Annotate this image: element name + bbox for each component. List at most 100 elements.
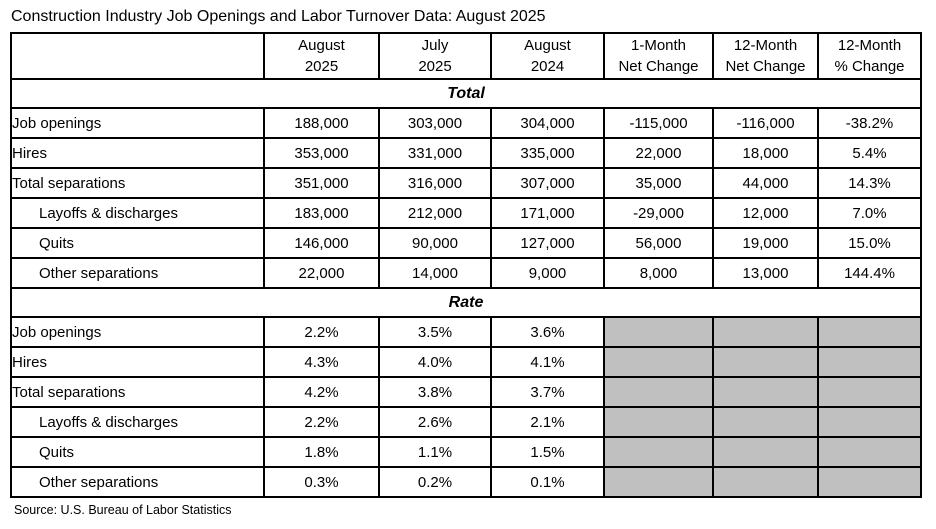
empty-shaded-cell [712,406,819,439]
value-cell: 303,000 [378,107,492,140]
value-cell: 18,000 [712,137,819,170]
value-cell: 3.5% [378,316,492,349]
row-label: Layoffs & discharges [10,406,265,439]
value-cell: 9,000 [490,257,605,290]
value-cell: 0.2% [378,466,492,499]
empty-shaded-cell [603,436,714,469]
value-cell: 15.0% [817,227,922,260]
value-cell: 13,000 [712,257,819,290]
empty-shaded-cell [712,316,819,349]
value-cell: 3.8% [378,376,492,409]
page: Construction Industry Job Openings and L… [10,8,922,518]
value-cell: 2.2% [263,316,380,349]
value-cell: 183,000 [263,197,380,230]
table-row: Job openings 2.2% 3.5% 3.6% [10,316,922,349]
empty-shaded-cell [817,316,922,349]
value-cell: -115,000 [603,107,714,140]
value-cell: -116,000 [712,107,819,140]
row-label: Quits [10,227,265,260]
value-cell: 316,000 [378,167,492,200]
section-header-total: Total [10,78,922,110]
table-row: Quits 1.8% 1.1% 1.5% [10,436,922,469]
section-header-row: Rate [10,287,922,319]
value-cell: 0.3% [263,466,380,499]
value-cell: 1.8% [263,436,380,469]
column-header: 12-Month Net Change [712,32,819,81]
column-header: August 2025 [263,32,380,81]
jolts-data-table: August 2025 July 2025 August 2024 1-Month N… [10,32,922,499]
section-header-row: Total [10,78,922,110]
value-cell: -38.2% [817,107,922,140]
empty-shaded-cell [712,346,819,379]
row-label: Job openings [10,107,265,140]
row-label: Layoffs & discharges [10,197,265,230]
column-header: August 2024 [490,32,605,81]
value-cell: 4.3% [263,346,380,379]
value-cell: 0.1% [490,466,605,499]
value-cell: 4.1% [490,346,605,379]
table-row: Job openings 188,000 303,000 304,000 -115,00… [10,107,922,140]
empty-shaded-cell [603,346,714,379]
value-cell: 351,000 [263,167,380,200]
empty-shaded-cell [817,436,922,469]
table-row: Hires 353,000 331,000 335,000 22,000 18,000 5.… [10,137,922,170]
value-cell: 35,000 [603,167,714,200]
table-row: Total separations 351,000 316,000 307,000 35… [10,167,922,200]
row-label: Total separations [10,167,265,200]
column-header: 12-Month % Change [817,32,922,81]
value-cell: 90,000 [378,227,492,260]
row-label: Quits [10,436,265,469]
table-body: Total Job openings 188,000 303,000 304,000 -1… [10,78,922,499]
value-cell: 19,000 [712,227,819,260]
value-cell: 44,000 [712,167,819,200]
table-row: Hires 4.3% 4.0% 4.1% [10,346,922,379]
column-header: July 2025 [378,32,492,81]
value-cell: -29,000 [603,197,714,230]
value-cell: 212,000 [378,197,492,230]
row-label-column-header [10,32,265,81]
empty-shaded-cell [712,376,819,409]
value-cell: 2.2% [263,406,380,439]
value-cell: 335,000 [490,137,605,170]
value-cell: 1.1% [378,436,492,469]
empty-shaded-cell [603,406,714,439]
value-cell: 4.2% [263,376,380,409]
row-label: Other separations [10,466,265,499]
empty-shaded-cell [817,466,922,499]
row-label: Other separations [10,257,265,290]
row-label: Total separations [10,376,265,409]
value-cell: 2.6% [378,406,492,439]
empty-shaded-cell [603,316,714,349]
value-cell: 331,000 [378,137,492,170]
table-row: Layoffs & discharges 2.2% 2.6% 2.1% [10,406,922,439]
value-cell: 1.5% [490,436,605,469]
row-label: Hires [10,346,265,379]
value-cell: 22,000 [263,257,380,290]
value-cell: 146,000 [263,227,380,260]
row-label: Job openings [10,316,265,349]
section-header-rate: Rate [10,287,922,319]
value-cell: 3.7% [490,376,605,409]
value-cell: 307,000 [490,167,605,200]
value-cell: 14.3% [817,167,922,200]
value-cell: 7.0% [817,197,922,230]
value-cell: 5.4% [817,137,922,170]
value-cell: 2.1% [490,406,605,439]
table-row: Quits 146,000 90,000 127,000 56,000 19,000 15.… [10,227,922,260]
value-cell: 12,000 [712,197,819,230]
value-cell: 14,000 [378,257,492,290]
value-cell: 22,000 [603,137,714,170]
value-cell: 144.4% [817,257,922,290]
value-cell: 304,000 [490,107,605,140]
value-cell: 171,000 [490,197,605,230]
table-row: Other separations 0.3% 0.2% 0.1% [10,466,922,499]
empty-shaded-cell [603,466,714,499]
source-note: Source: U.S. Bureau of Labor Statistics [14,503,232,518]
value-cell: 353,000 [263,137,380,170]
table-header: August 2025 July 2025 August 2024 1-Month N… [10,32,922,81]
header-row: August 2025 July 2025 August 2024 1-Month N… [10,32,922,81]
empty-shaded-cell [603,376,714,409]
value-cell: 127,000 [490,227,605,260]
value-cell: 8,000 [603,257,714,290]
empty-shaded-cell [817,406,922,439]
